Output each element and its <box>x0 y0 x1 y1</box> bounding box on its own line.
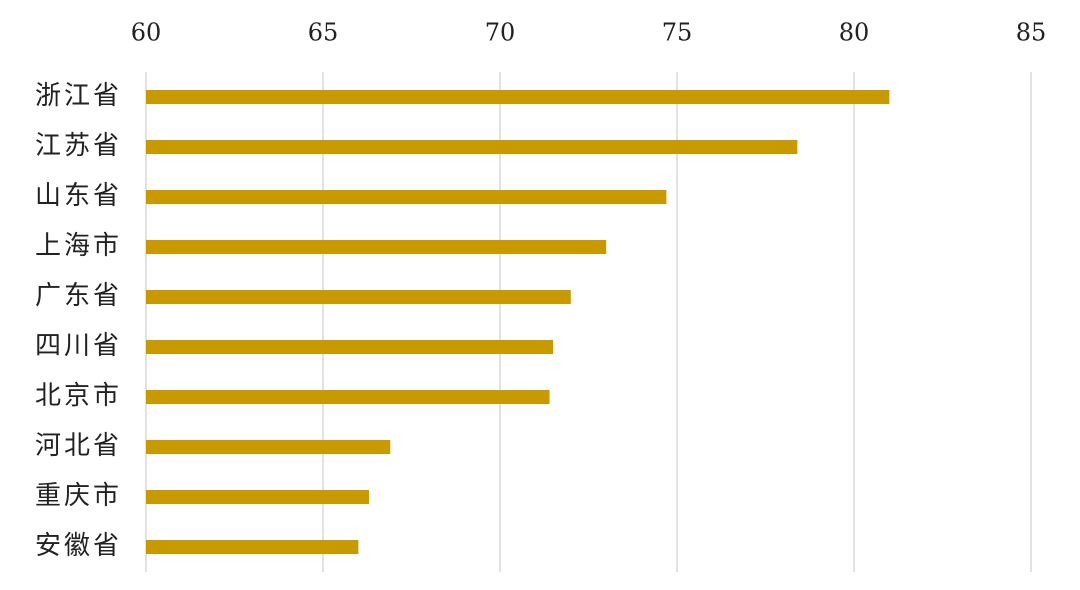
bar <box>146 140 798 154</box>
bar <box>146 90 890 104</box>
y-tick-label: 江苏省 <box>35 131 122 161</box>
bar <box>146 290 571 304</box>
y-tick-label: 山东省 <box>35 181 122 211</box>
x-tick-label: 80 <box>839 19 870 47</box>
y-tick-label: 广东省 <box>35 281 122 311</box>
y-tick-label: 重庆市 <box>35 481 122 511</box>
bar <box>146 340 554 354</box>
y-tick-label: 浙江省 <box>35 81 122 111</box>
bar <box>146 240 607 254</box>
bar <box>146 440 391 454</box>
x-tick-label: 65 <box>308 19 339 47</box>
bar <box>146 190 667 204</box>
bar <box>146 390 550 404</box>
y-tick-label: 安徽省 <box>35 531 122 561</box>
y-tick-label: 四川省 <box>35 331 122 361</box>
y-tick-label: 河北省 <box>35 431 122 461</box>
x-tick-label: 70 <box>485 19 516 47</box>
y-tick-label: 北京市 <box>35 381 122 411</box>
bar <box>146 540 359 554</box>
y-tick-label: 上海市 <box>35 231 122 261</box>
x-tick-label: 60 <box>131 19 162 47</box>
x-tick-label: 75 <box>662 19 693 47</box>
x-tick-label: 85 <box>1016 19 1047 47</box>
bar <box>146 490 370 504</box>
